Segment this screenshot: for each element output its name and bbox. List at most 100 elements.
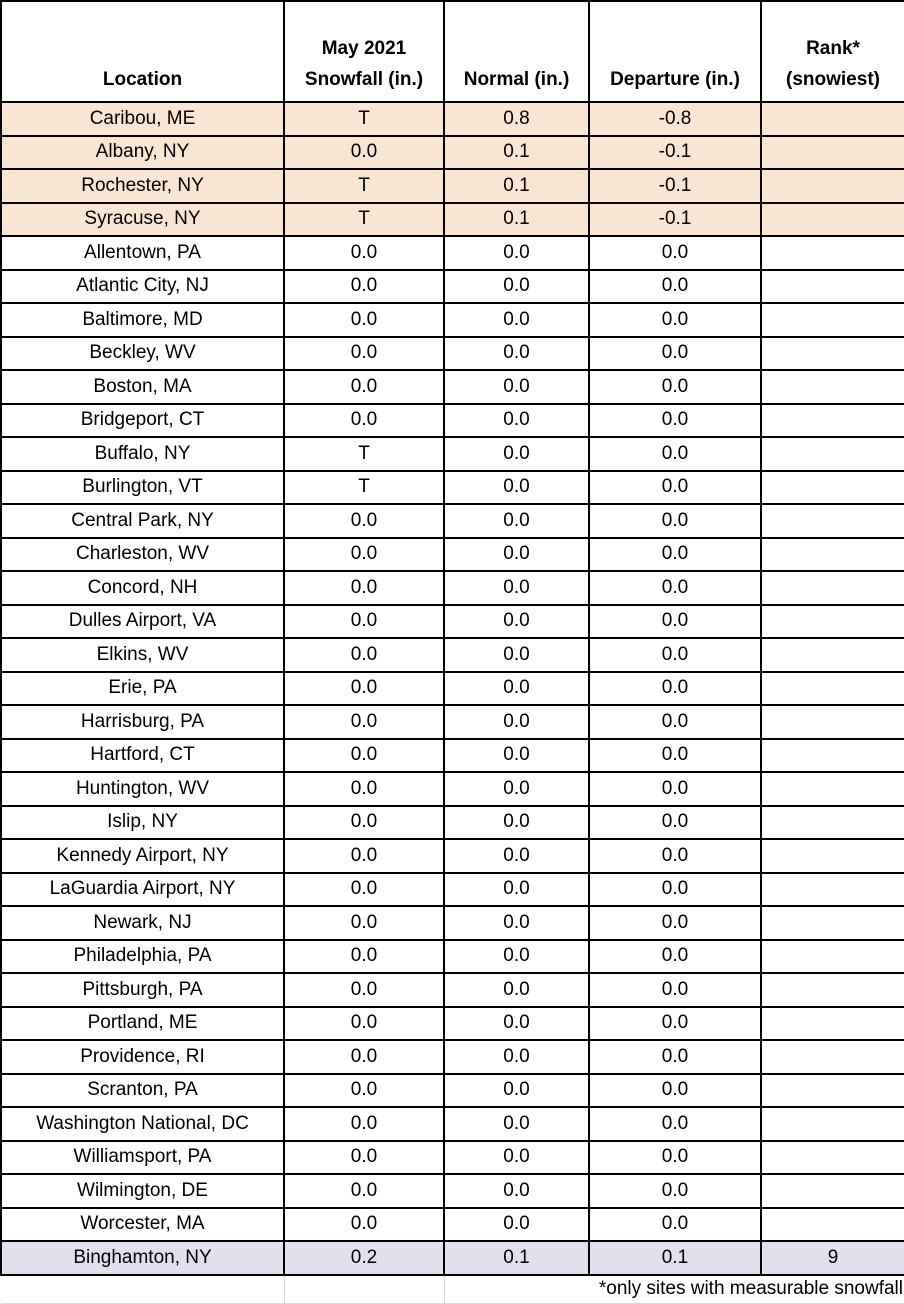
cell-snowfall: 0.0 xyxy=(283,235,445,271)
table-body: Caribou, ME T 0.8 -0.8 Albany, NY 0.0 0.… xyxy=(0,101,904,1276)
cell-rank xyxy=(760,1005,904,1041)
cell-snowfall: 0.0 xyxy=(283,268,445,304)
cell-departure: 0.0 xyxy=(588,536,762,572)
cell-rank xyxy=(760,838,904,874)
cell-location: Elkins, WV xyxy=(0,637,285,673)
cell-rank xyxy=(760,938,904,974)
table-row: Caribou, ME T 0.8 -0.8 xyxy=(0,101,904,137)
cell-departure: 0.0 xyxy=(588,402,762,438)
cell-departure: 0.0 xyxy=(588,235,762,271)
cell-snowfall: 0.0 xyxy=(283,369,445,405)
cell-location: Huntington, WV xyxy=(0,771,285,807)
table-row: Elkins, WV 0.0 0.0 0.0 xyxy=(0,637,904,673)
cell-location: Central Park, NY xyxy=(0,503,285,539)
cell-normal: 0.1 xyxy=(443,168,590,204)
table-row: Beckley, WV 0.0 0.0 0.0 xyxy=(0,335,904,371)
cell-rank xyxy=(760,637,904,673)
cell-normal: 0.1 xyxy=(443,201,590,237)
cell-normal: 0.0 xyxy=(443,603,590,639)
cell-location: Islip, NY xyxy=(0,804,285,840)
cell-snowfall: 0.0 xyxy=(283,402,445,438)
cell-snowfall: T xyxy=(283,168,445,204)
col-header-rank: Rank* (snowiest) xyxy=(760,0,904,103)
cell-normal: 0.0 xyxy=(443,838,590,874)
table-row: Atlantic City, NJ 0.0 0.0 0.0 xyxy=(0,268,904,304)
cell-rank xyxy=(760,1039,904,1075)
table-row: Portland, ME 0.0 0.0 0.0 xyxy=(0,1005,904,1041)
cell-rank xyxy=(760,201,904,237)
cell-departure: 0.0 xyxy=(588,1139,762,1175)
cell-departure: 0.0 xyxy=(588,1005,762,1041)
footnote-spacer-location xyxy=(1,1274,285,1304)
cell-normal: 0.0 xyxy=(443,871,590,907)
table-row: Bridgeport, CT 0.0 0.0 0.0 xyxy=(0,402,904,438)
cell-rank xyxy=(760,469,904,505)
cell-departure: 0.0 xyxy=(588,637,762,673)
cell-departure: 0.0 xyxy=(588,838,762,874)
cell-departure: 0.0 xyxy=(588,972,762,1008)
cell-snowfall: 0.0 xyxy=(283,972,445,1008)
cell-location: Caribou, ME xyxy=(0,101,285,137)
table-row: Boston, MA 0.0 0.0 0.0 xyxy=(0,369,904,405)
cell-rank xyxy=(760,101,904,137)
cell-snowfall: 0.0 xyxy=(283,938,445,974)
cell-departure: 0.0 xyxy=(588,335,762,371)
cell-snowfall: 0.0 xyxy=(283,1039,445,1075)
cell-normal: 0.0 xyxy=(443,737,590,773)
cell-snowfall: 0.0 xyxy=(283,536,445,572)
cell-snowfall: 0.0 xyxy=(283,134,445,170)
cell-snowfall: 0.0 xyxy=(283,503,445,539)
cell-snowfall: 0.0 xyxy=(283,771,445,807)
cell-location: Portland, ME xyxy=(0,1005,285,1041)
cell-normal: 0.0 xyxy=(443,1106,590,1142)
cell-departure: 0.0 xyxy=(588,1039,762,1075)
cell-departure: 0.0 xyxy=(588,570,762,606)
table-row: Providence, RI 0.0 0.0 0.0 xyxy=(0,1039,904,1075)
table-row: Buffalo, NY T 0.0 0.0 xyxy=(0,436,904,472)
table-row: LaGuardia Airport, NY 0.0 0.0 0.0 xyxy=(0,871,904,907)
cell-location: Bridgeport, CT xyxy=(0,402,285,438)
cell-departure: -0.1 xyxy=(588,201,762,237)
cell-rank xyxy=(760,302,904,338)
cell-rank xyxy=(760,536,904,572)
footnote-text: *only sites with measurable snowfall xyxy=(444,1274,904,1304)
cell-normal: 0.0 xyxy=(443,335,590,371)
cell-departure: 0.0 xyxy=(588,704,762,740)
cell-snowfall: 0.2 xyxy=(283,1240,445,1276)
col-header-normal: Normal (in.) xyxy=(443,0,590,103)
footnote-row: *only sites with measurable snowfall xyxy=(1,1274,904,1304)
table-row: Kennedy Airport, NY 0.0 0.0 0.0 xyxy=(0,838,904,874)
cell-rank xyxy=(760,1173,904,1209)
cell-departure: 0.0 xyxy=(588,603,762,639)
cell-location: Baltimore, MD xyxy=(0,302,285,338)
cell-rank xyxy=(760,570,904,606)
cell-departure: -0.1 xyxy=(588,134,762,170)
table-row: Newark, NJ 0.0 0.0 0.0 xyxy=(0,905,904,941)
cell-rank xyxy=(760,402,904,438)
cell-rank xyxy=(760,235,904,271)
cell-departure: 0.0 xyxy=(588,1106,762,1142)
cell-departure: 0.0 xyxy=(588,804,762,840)
cell-rank xyxy=(760,268,904,304)
cell-departure: 0.1 xyxy=(588,1240,762,1276)
cell-location: Scranton, PA xyxy=(0,1072,285,1108)
cell-location: Burlington, VT xyxy=(0,469,285,505)
cell-normal: 0.0 xyxy=(443,1072,590,1108)
cell-location: Kennedy Airport, NY xyxy=(0,838,285,874)
table-row: Hartford, CT 0.0 0.0 0.0 xyxy=(0,737,904,773)
cell-location: Charleston, WV xyxy=(0,536,285,572)
cell-normal: 0.0 xyxy=(443,469,590,505)
table-row: Worcester, MA 0.0 0.0 0.0 xyxy=(0,1206,904,1242)
cell-normal: 0.0 xyxy=(443,905,590,941)
cell-location: Binghamton, NY xyxy=(0,1240,285,1276)
cell-departure: 0.0 xyxy=(588,469,762,505)
cell-location: Providence, RI xyxy=(0,1039,285,1075)
cell-location: Atlantic City, NJ xyxy=(0,268,285,304)
cell-departure: 0.0 xyxy=(588,503,762,539)
cell-snowfall: 0.0 xyxy=(283,335,445,371)
col-header-snowfall: May 2021 Snowfall (in.) xyxy=(283,0,445,103)
cell-rank xyxy=(760,737,904,773)
cell-snowfall: 0.0 xyxy=(283,1106,445,1142)
cell-location: Harrisburg, PA xyxy=(0,704,285,740)
